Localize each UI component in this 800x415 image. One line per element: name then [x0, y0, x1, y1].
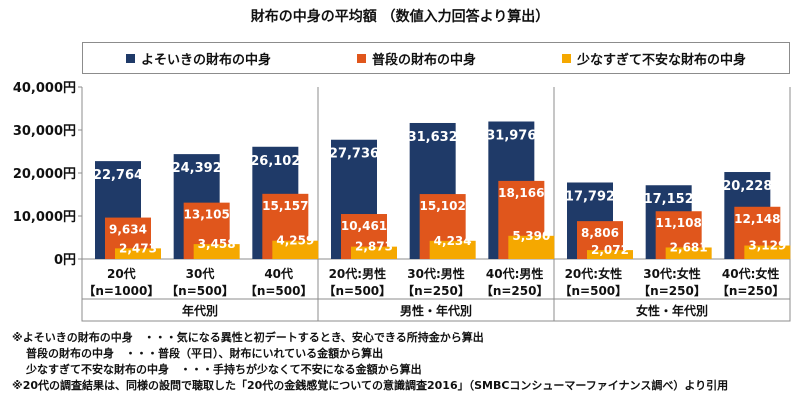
- group-label: 女性・年代別: [636, 303, 708, 318]
- value-label: 27,736: [329, 147, 379, 162]
- value-label: 31,632: [408, 130, 458, 145]
- category-sample-size: 【n=1000】: [83, 283, 159, 298]
- bar-2-5: [508, 235, 555, 259]
- value-label: 2,473: [119, 241, 157, 255]
- bar-2-0: [115, 248, 161, 259]
- category-label: 20代:男性: [329, 266, 387, 281]
- chart-legend: よそいきの財布の中身 普段の財布の中身 少なすぎて不安な財布の中身: [82, 42, 790, 74]
- legend-label-everyday: 普段の財布の中身: [371, 52, 476, 68]
- value-label: 9,634: [109, 223, 147, 237]
- value-label: 26,102: [250, 154, 300, 169]
- category-label: 30代:男性: [407, 266, 465, 281]
- category-label: 20代: [107, 266, 136, 281]
- y-tick-label: 10,000円: [13, 210, 76, 225]
- legend-label-outing: よそいきの財布の中身: [140, 52, 271, 68]
- category-sample-size: 【n=250】: [402, 283, 470, 298]
- footnotes: ※よそいきの財布の中身 ・・・気になる異性と初デートするとき、安心できる所持金か…: [12, 330, 792, 394]
- category-sample-size: 【n=500】: [560, 283, 628, 298]
- y-tick-label: 0円: [54, 253, 76, 268]
- category-sample-size: 【n=500】: [324, 283, 392, 298]
- value-label: 20,228: [722, 179, 772, 194]
- legend-swatch-minimum: [561, 53, 571, 63]
- category-label: 40代: [264, 266, 293, 281]
- category-label: 40代:女性: [722, 266, 780, 281]
- value-label: 2,072: [591, 243, 629, 257]
- legend-label-minimum: 少なすぎて不安な財布の中身: [576, 52, 746, 68]
- footnote-minimum: 少なすぎて不安な財布の中身 ・・・手持ちが少なくて不安になる金額から算出: [26, 363, 422, 376]
- value-label: 15,157: [262, 199, 308, 213]
- bar-2-7: [665, 247, 712, 259]
- value-label: 3,129: [748, 239, 786, 253]
- category-sample-size: 【n=250】: [638, 283, 706, 298]
- legend-item-everyday: 普段の財布の中身: [356, 49, 476, 68]
- bar-2-3: [351, 246, 397, 259]
- category-label: 30代: [186, 266, 215, 281]
- chart-title: 財布の中身の平均額 （数値入力回答より算出）: [250, 9, 550, 25]
- value-label: 13,105: [184, 208, 230, 222]
- category-sample-size: 【n=250】: [481, 283, 549, 298]
- legend-swatch-outing: [125, 53, 135, 63]
- value-label: 8,806: [581, 226, 619, 240]
- value-label: 11,108: [656, 216, 702, 230]
- group-label: 男性・年代別: [400, 303, 472, 318]
- bar-2-1: [193, 244, 240, 259]
- value-label: 4,259: [276, 234, 314, 248]
- value-label: 2,873: [355, 240, 393, 254]
- legend-item-minimum: 少なすぎて不安な財布の中身: [561, 49, 746, 68]
- footnote-outing: ※よそいきの財布の中身 ・・・気になる異性と初デートするとき、安心できる所持金か…: [12, 331, 484, 344]
- category-sample-size: 【n=500】: [166, 283, 234, 298]
- bar-2-6: [587, 250, 633, 259]
- category-sample-size: 【n=250】: [717, 283, 785, 298]
- value-label: 12,148: [734, 212, 780, 226]
- bar-2-8: [744, 245, 791, 259]
- y-tick-label: 30,000円: [13, 124, 76, 139]
- bar-chart: 0円 10,000円 20,000円 30,000円 40,000円 22,764 24,3…: [13, 81, 791, 322]
- category-sample-size: 【n=500】: [245, 283, 313, 298]
- value-label: 17,152: [644, 192, 694, 207]
- category-label: 30代:女性: [643, 266, 701, 281]
- value-label: 31,976: [486, 129, 536, 144]
- value-label: 15,102: [420, 199, 466, 213]
- value-label: 24,392: [172, 161, 222, 176]
- value-label: 3,458: [198, 237, 236, 251]
- y-tick-label: 20,000円: [13, 167, 76, 182]
- category-label: 40代:男性: [486, 266, 544, 281]
- value-label: 18,166: [498, 186, 544, 200]
- footnote-source: ※20代の調査結果は、同様の設問で聴取した「20代の金銭感覚についての意識調査2…: [12, 379, 729, 392]
- footnote-everyday: 普段の財布の中身 ・・・普段（平日）、財布にいれている金額から算出: [26, 347, 384, 360]
- value-label: 4,234: [434, 234, 472, 248]
- value-label: 17,792: [565, 189, 615, 204]
- group-label: 年代別: [182, 303, 218, 318]
- value-label: 2,681: [670, 240, 708, 254]
- value-label: 5,390: [512, 229, 550, 243]
- bar-2-2: [272, 240, 319, 259]
- value-label: 10,461: [341, 219, 387, 233]
- bar-2-4: [429, 240, 476, 259]
- legend-item-outing: よそいきの財布の中身: [125, 49, 271, 68]
- category-label: 20代:女性: [565, 266, 623, 281]
- y-tick-label: 40,000円: [13, 81, 76, 96]
- value-label: 22,764: [93, 168, 143, 183]
- legend-swatch-everyday: [356, 53, 366, 63]
- group-box: [553, 298, 791, 322]
